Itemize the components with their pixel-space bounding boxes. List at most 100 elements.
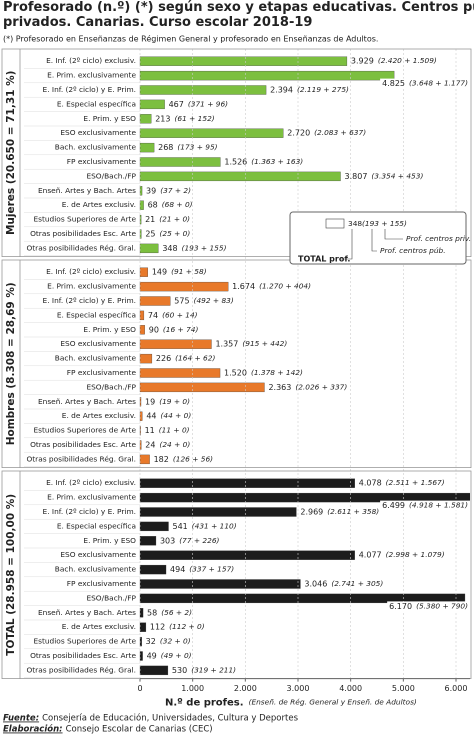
value-label: 4.077 [359,551,382,560]
value-breakdown: (2.083 + 637) [314,128,366,137]
category-label: E. Prim. y ESO [83,114,136,123]
bar [139,214,142,225]
category-label: E. Inf. (2º ciclo) y E. Prim. [43,85,136,94]
category-label: E. Inf. (2º ciclo) y E. Prim. [43,507,136,516]
category-label: ESO exclusivamente [60,339,136,348]
chart-subtitle: (*) Profesorado en Enseñanzas de Régimen… [3,34,378,44]
value-label: 2.363 [268,383,291,392]
value-breakdown: (431 + 110) [192,521,237,530]
value-breakdown: (193 + 155) [182,243,227,252]
x-tick-label: 3.000 [287,684,310,693]
key-total: TOTAL prof. [298,255,350,264]
bar [139,296,171,306]
footer-label: Fuente: [3,714,39,724]
bar [139,579,301,589]
value-breakdown: (44 + 0) [161,411,192,420]
value-breakdown: (16 + 74) [163,325,199,334]
category-label: E. Inf. (2º ciclo) y E. Prim. [43,296,136,305]
value-breakdown: (2.998 + 1.079) [386,550,445,559]
value-label: 1.357 [215,340,238,349]
category-label: ESO/Bach./FP [86,382,136,391]
value-label: 3.807 [345,172,368,181]
category-label: FP exclusivamente [67,579,137,588]
value-breakdown: (60 + 14) [162,310,198,319]
value-breakdown: (126 + 56) [173,454,213,463]
category-label: Estudios Superiores de Arte [33,637,136,646]
value-breakdown: (2.420 + 1.509) [378,56,437,65]
value-label: 226 [156,354,171,363]
value-breakdown: (1.270 + 404) [259,282,311,291]
value-label: 268 [158,143,173,152]
value-breakdown: (25 + 0) [160,229,191,238]
bar [139,478,355,488]
value-label: 49 [147,652,157,661]
category-label: E. Especial específica [57,521,136,530]
bar [139,368,221,378]
key-private: Prof. centros priv. [406,234,471,243]
panel-label: TOTAL (28.958 = 100,00 %) [5,494,17,656]
value-label: 58 [147,608,157,617]
bar [139,507,297,517]
category-label: Otras posibilidades Rég. Gral. [26,665,136,674]
value-breakdown: (1.363 + 163) [251,157,303,166]
value-breakdown: (2.119 + 275) [297,85,349,94]
value-breakdown: (2.611 + 358) [327,507,379,516]
key-swatch [325,218,345,229]
value-breakdown: (915 + 442) [242,339,287,348]
category-label: E. de Artes exclusiv. [62,622,136,631]
bar [139,281,229,292]
value-label: 90 [149,325,159,334]
value-breakdown: (11 + 0) [159,426,190,435]
value-label: 6.499 [382,501,405,510]
category-label: E. Prim. exclusivamente [47,493,136,502]
category-label: E. Inf. (2º ciclo) exclusiv. [46,267,136,276]
value-label: 213 [155,114,170,123]
bar [139,325,145,335]
value-label: 4.078 [359,479,382,488]
value-label: 494 [170,565,185,574]
category-label: E. Especial específica [57,310,136,319]
value-breakdown: (68 + 0) [162,200,193,209]
category-label: FP exclusivamente [67,368,137,377]
category-label: Bach. exclusivamente [55,143,137,152]
value-label: 4.825 [382,79,405,88]
bar [139,243,159,254]
bar [139,186,143,196]
key-public: Prof. centros púb. [380,246,446,255]
value-breakdown: (173 + 95) [177,143,217,152]
category-label: Bach. exclusivamente [55,565,137,574]
value-label: 39 [146,186,156,195]
bar [139,171,341,182]
value-breakdown: (319 + 211) [191,665,236,674]
value-label: 467 [169,100,184,109]
value-label: 149 [152,268,167,277]
key-breakdown: (193 + 155) [362,219,407,228]
category-label: Enseñ. Artes y Bach. Artes [38,186,136,195]
value-breakdown: (112 + 0) [169,622,205,631]
bar [139,651,143,661]
value-label: 530 [172,666,187,675]
value-label: 112 [150,623,165,632]
bar [139,142,155,153]
key-arrow [340,229,353,260]
bar [139,665,169,676]
panel-frame [1,48,472,258]
bar [139,536,157,546]
x-tick-label: 4.000 [339,684,362,693]
key-value: 348 [348,219,362,228]
value-breakdown: (91 + 58) [171,267,207,276]
value-breakdown: (164 + 62) [175,354,215,363]
bar [139,267,148,277]
key-arrow [384,229,403,240]
value-breakdown: (2.511 + 1.567) [386,478,445,487]
value-label: 575 [174,297,189,306]
category-label: Otras posibilidades Esc. Arte [30,229,136,238]
bar [139,114,152,124]
value-breakdown: (371 + 96) [188,99,228,108]
value-breakdown: (3.354 + 453) [371,171,423,180]
category-label: E. de Artes exclusiv. [62,200,136,209]
value-label: 303 [160,536,175,545]
category-label: E. Prim. y ESO [83,325,136,334]
value-label: 24 [145,441,155,450]
